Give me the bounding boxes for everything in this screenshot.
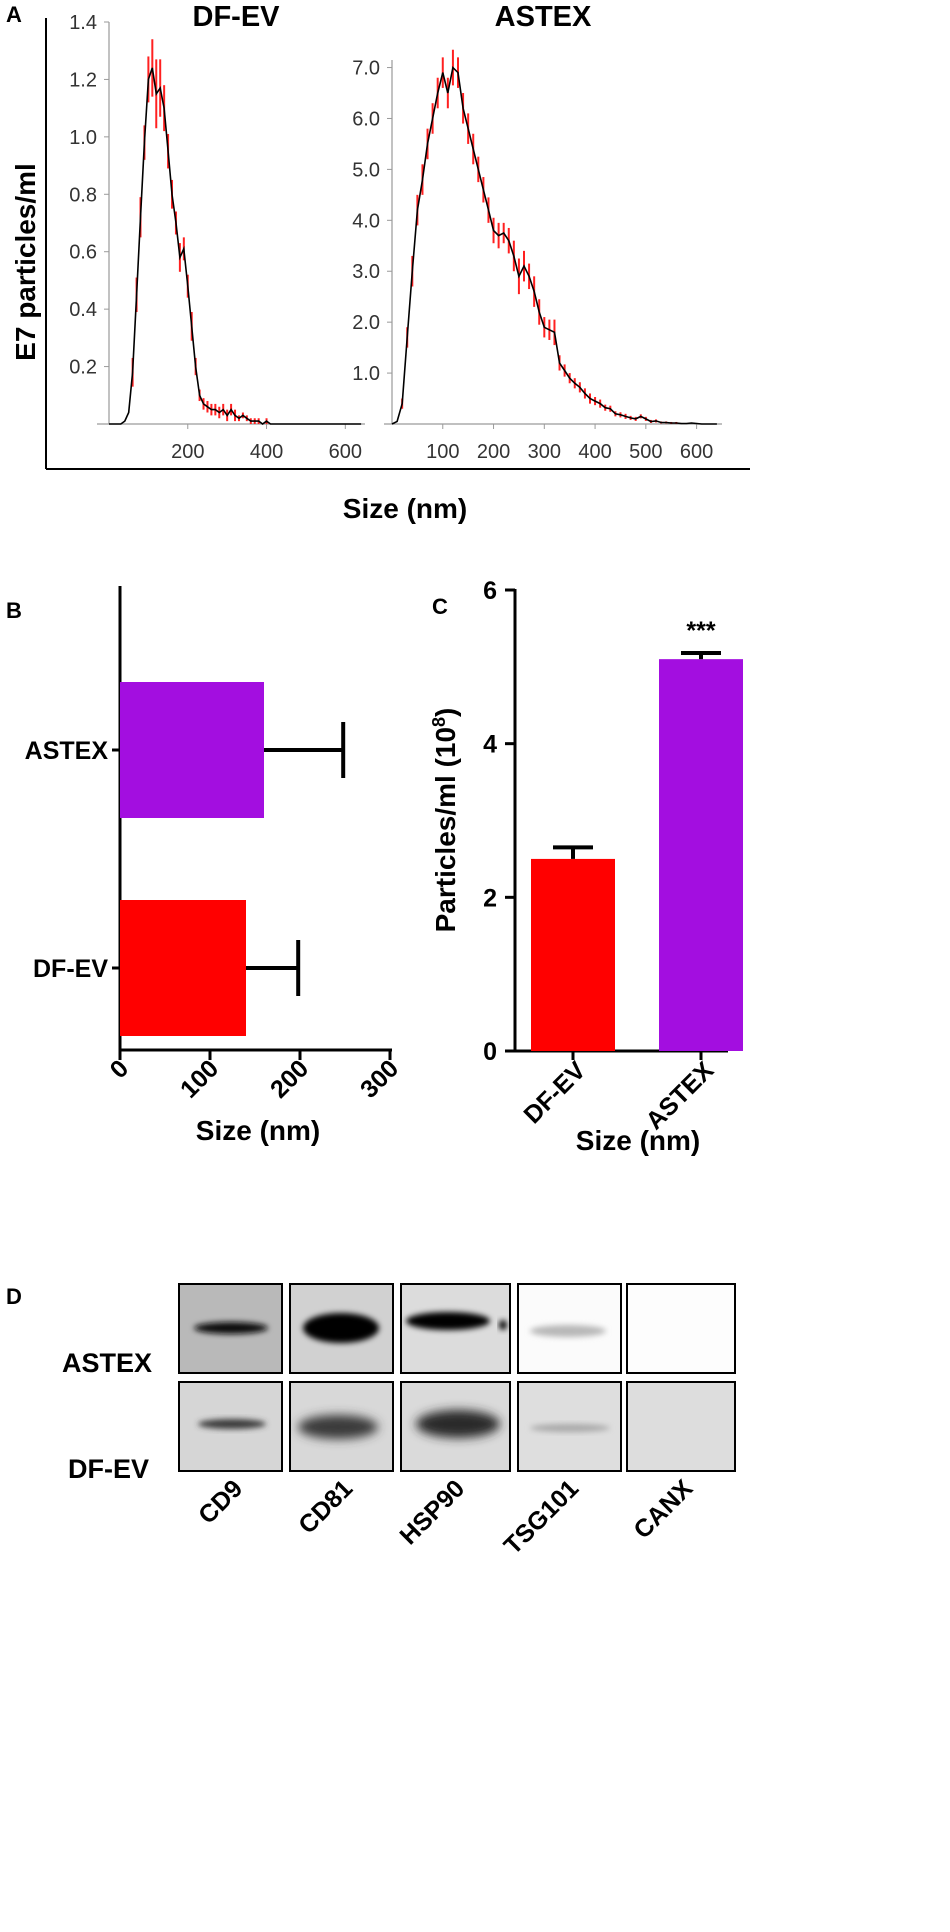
df-ev-xtick-label: 200 <box>171 441 204 463</box>
astex-ytick-label: 7.0 <box>352 58 380 80</box>
ytick-label: 2 <box>483 884 497 912</box>
astex-ytick-label: 3.0 <box>352 261 380 283</box>
blot-row-label-astex: ASTEX <box>62 1348 152 1378</box>
astex-line <box>391 65 717 425</box>
blot-row-label-df-ev: DF-EV <box>68 1454 149 1484</box>
ytick-label: 6 <box>483 577 497 605</box>
band-dfev-tsg101 <box>530 1424 610 1432</box>
astex-title: ASTEX <box>495 1 592 33</box>
category-label-astex: ASTEX <box>640 1056 719 1135</box>
panel-label-b: B <box>6 598 22 623</box>
xtick-label: 200 <box>265 1054 314 1103</box>
panel-c-xlabel: Size (nm) <box>576 1125 700 1156</box>
blot-col-label-cd9: CD9 <box>193 1474 248 1529</box>
astex-ytick-label: 6.0 <box>352 108 380 130</box>
panel-c-bar-chart: DF-EV ASTEX *** 0 2 4 6 Particles/ml (108) Si… <box>429 577 743 1156</box>
bar-astex <box>120 682 264 818</box>
band-astex-hsp90 <box>406 1312 490 1330</box>
astex-xtick-label: 600 <box>680 441 713 463</box>
astex-ytick-label: 2.0 <box>352 312 380 334</box>
band-astex-hsp90-edge <box>499 1320 507 1330</box>
xtick-label: 100 <box>175 1054 224 1103</box>
band-astex-cd81 <box>303 1313 379 1343</box>
bar-astex <box>659 659 743 1051</box>
xtick-label: 300 <box>355 1054 404 1103</box>
astex-ytick-label: 5.0 <box>352 159 380 181</box>
panel-a-xlabel: Size (nm) <box>343 493 467 524</box>
panel-b-xlabel: Size (nm) <box>196 1115 320 1146</box>
df-ev-ytick-label: 1.2 <box>69 69 97 91</box>
blot-dfev-canx-panel <box>626 1381 736 1472</box>
blot-col-label-hsp90: HSP90 <box>394 1474 470 1550</box>
astex-ytick-label: 4.0 <box>352 210 380 232</box>
band-dfev-cd81 <box>298 1415 378 1439</box>
panel-label-a: A <box>6 2 22 27</box>
astex-xtick-label: 300 <box>528 441 561 463</box>
astex-xtick-label: 400 <box>578 441 611 463</box>
df-ev-title: DF-EV <box>193 1 281 33</box>
df-ev-line <box>109 67 362 425</box>
panel-c-ylabel: Particles/ml (108) <box>429 708 461 933</box>
ytick-label: 0 <box>483 1038 497 1066</box>
astex-xtick-label: 100 <box>426 441 459 463</box>
band-dfev-hsp90 <box>416 1410 500 1438</box>
blot-col-label-tsg101: TSG101 <box>499 1474 585 1560</box>
df-ev-xtick-label: 600 <box>329 441 362 463</box>
western-blot: ASTEX DF-EV CD9 CD81 HSP90 TSG101 CANX <box>62 1283 736 1560</box>
panel-a-ylabel: E7 particles/ml <box>10 163 41 361</box>
df-ev-ytick-label: 1.0 <box>69 127 97 149</box>
category-label-astex: ASTEX <box>25 737 109 765</box>
astex-size-distribution: ASTEX 1.0 2.0 3.0 4.0 5.0 6.0 7.0 100 200 300 400… <box>352 1 722 463</box>
astex-xtick-label: 200 <box>477 441 510 463</box>
df-ev-ytick-label: 1.4 <box>69 12 97 34</box>
band-astex-cd9 <box>194 1322 268 1334</box>
df-ev-ytick-label: 0.6 <box>69 242 97 264</box>
bar-df-ev <box>531 858 615 1051</box>
df-ev-ytick-label: 0.4 <box>69 299 97 321</box>
df-ev-ytick-label: 0.8 <box>69 184 97 206</box>
df-ev-xtick-label: 400 <box>250 441 283 463</box>
band-astex-tsg101 <box>530 1325 606 1337</box>
blot-col-label-canx: CANX <box>628 1474 698 1544</box>
astex-xtick-label: 500 <box>629 441 662 463</box>
df-ev-ytick-label: 0.2 <box>69 357 97 379</box>
significance-annotation: *** <box>686 617 715 645</box>
category-label-df-ev: DF-EV <box>518 1056 591 1129</box>
panel-label-d: D <box>6 1284 22 1309</box>
panel-label-c: C <box>432 594 448 619</box>
band-dfev-cd9 <box>198 1419 266 1429</box>
astex-ytick-label: 1.0 <box>352 363 380 385</box>
ytick-label: 4 <box>483 731 497 759</box>
category-label-df-ev: DF-EV <box>33 955 108 983</box>
blot-col-label-cd81: CD81 <box>293 1474 358 1539</box>
df-ev-size-distribution: DF-EV 0.2 0.4 0.6 0.8 1.0 1.2 1.4 200 400 600 <box>69 1 365 463</box>
bar-df-ev <box>120 900 246 1036</box>
blot-astex-canx-panel <box>626 1283 736 1374</box>
